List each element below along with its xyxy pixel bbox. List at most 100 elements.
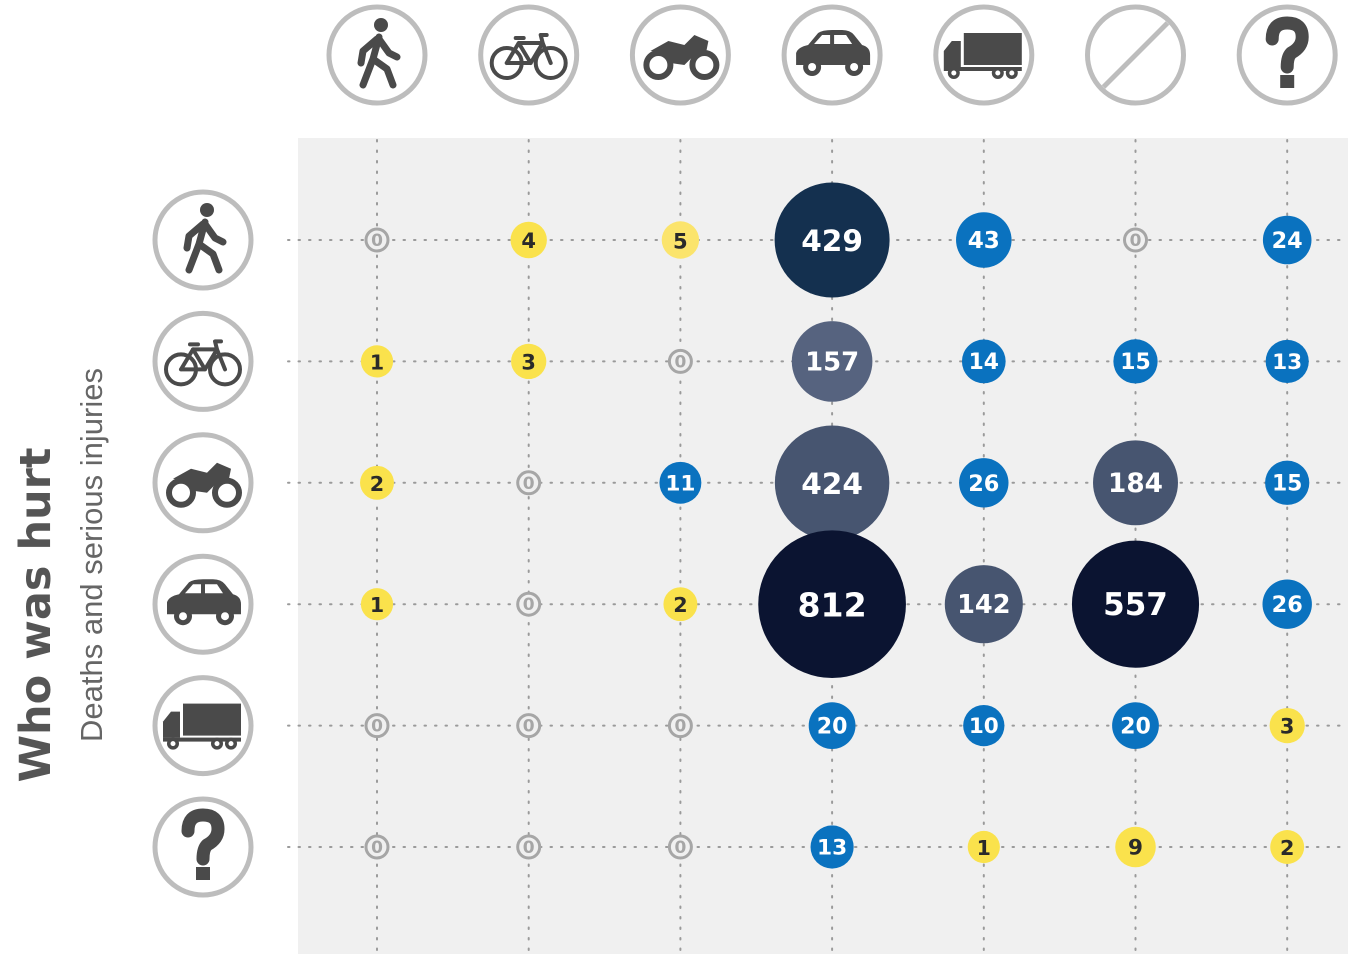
value-label: 157 [805,347,859,377]
column-icon [326,4,428,106]
bubble [360,345,394,378]
bubble [1113,339,1158,384]
value-label: 13 [1272,350,1302,375]
value-label: 2 [673,593,687,617]
row-icon [152,553,254,655]
bubble [360,588,394,621]
value-label: 14 [969,350,999,375]
value-label: 424 [801,467,863,501]
column-icon [933,4,1035,106]
value-label: 557 [1103,587,1168,623]
bubble [667,348,693,374]
row-icon [152,796,254,898]
value-label: 26 [1272,592,1303,618]
bubble [1262,215,1312,265]
bubble [758,530,906,679]
column-icon [629,4,731,106]
value-label: 1 [370,350,384,374]
value-label: 0 [523,474,535,494]
column-icon [478,4,580,106]
bubble [774,182,890,298]
value-label: 26 [968,471,999,497]
chart-title: Who was hurt [11,448,61,783]
value-label: 11 [665,471,695,496]
bubble [808,702,856,749]
value-label: 142 [957,590,1010,620]
row-icon [152,675,254,777]
value-label: 429 [801,224,863,258]
value-label: 0 [1130,231,1142,251]
bubble [516,834,542,860]
bubble [959,458,1009,508]
category-icons [152,4,1338,898]
bubble [511,343,547,380]
value-label: 0 [523,838,535,858]
row-icon [152,310,254,412]
value-label: 9 [1128,836,1143,861]
bubble [516,470,542,496]
row-icon [152,189,254,291]
column-icon [1085,4,1186,106]
bubble [1123,227,1148,253]
value-label: 20 [1120,714,1151,740]
value-label: 15 [1272,471,1302,496]
bubble [364,227,390,253]
value-label: 1 [977,836,991,860]
value-label: 24 [1272,228,1303,254]
value-label: 184 [1108,469,1163,499]
value-label: 4 [521,229,536,253]
value-label: 2 [1280,836,1294,860]
bubble [1270,830,1305,864]
bubbles: 0 4 5 429 43 0 241 3 0 157 14 15 132 0 11 424 26 184 151 0 2… [360,182,1312,869]
value-label: 10 [969,714,999,739]
bubble [1071,540,1200,668]
bubble [810,825,854,869]
bubble [663,587,698,622]
bubble [364,834,390,860]
bubble [1265,460,1310,505]
bubble [661,221,700,259]
value-label: 0 [371,838,383,858]
bubble [1112,702,1159,749]
bubble [516,591,542,617]
bubble [516,713,542,739]
bubble [791,321,873,402]
value-label: 13 [817,836,847,861]
value-label: 0 [523,595,535,615]
bubble [967,830,1000,864]
value-label: 0 [674,352,686,372]
value-label: 2 [370,472,384,496]
bubble [944,565,1023,644]
bubble [360,465,394,500]
bubble [659,461,702,504]
bubble [963,704,1005,747]
value-label: 1 [370,593,384,617]
bubble [667,834,693,860]
row-icon [152,432,254,534]
value-label: 15 [1120,350,1150,375]
bubble [774,425,890,541]
value-label: 0 [674,838,686,858]
value-label: 5 [673,229,688,254]
bubble [961,339,1006,384]
value-label: 0 [674,717,686,737]
value-label: 0 [371,717,383,737]
value-label: 0 [371,231,383,251]
column-icon [781,4,883,106]
column-icon [1236,4,1338,106]
bubble [1115,826,1156,868]
bubble [1269,707,1305,744]
bubble [1262,579,1312,629]
value-label: 43 [968,228,1000,254]
value-label: 0 [523,717,535,737]
bubble [364,713,390,739]
bubble [667,713,693,739]
bubble [956,212,1012,268]
bubble [1265,339,1309,383]
bubble [1093,440,1178,526]
value-label: 20 [817,714,848,740]
chart-subtitle: Deaths and serious injuries [74,368,109,742]
value-label: 812 [797,586,866,625]
bubble [510,221,547,259]
